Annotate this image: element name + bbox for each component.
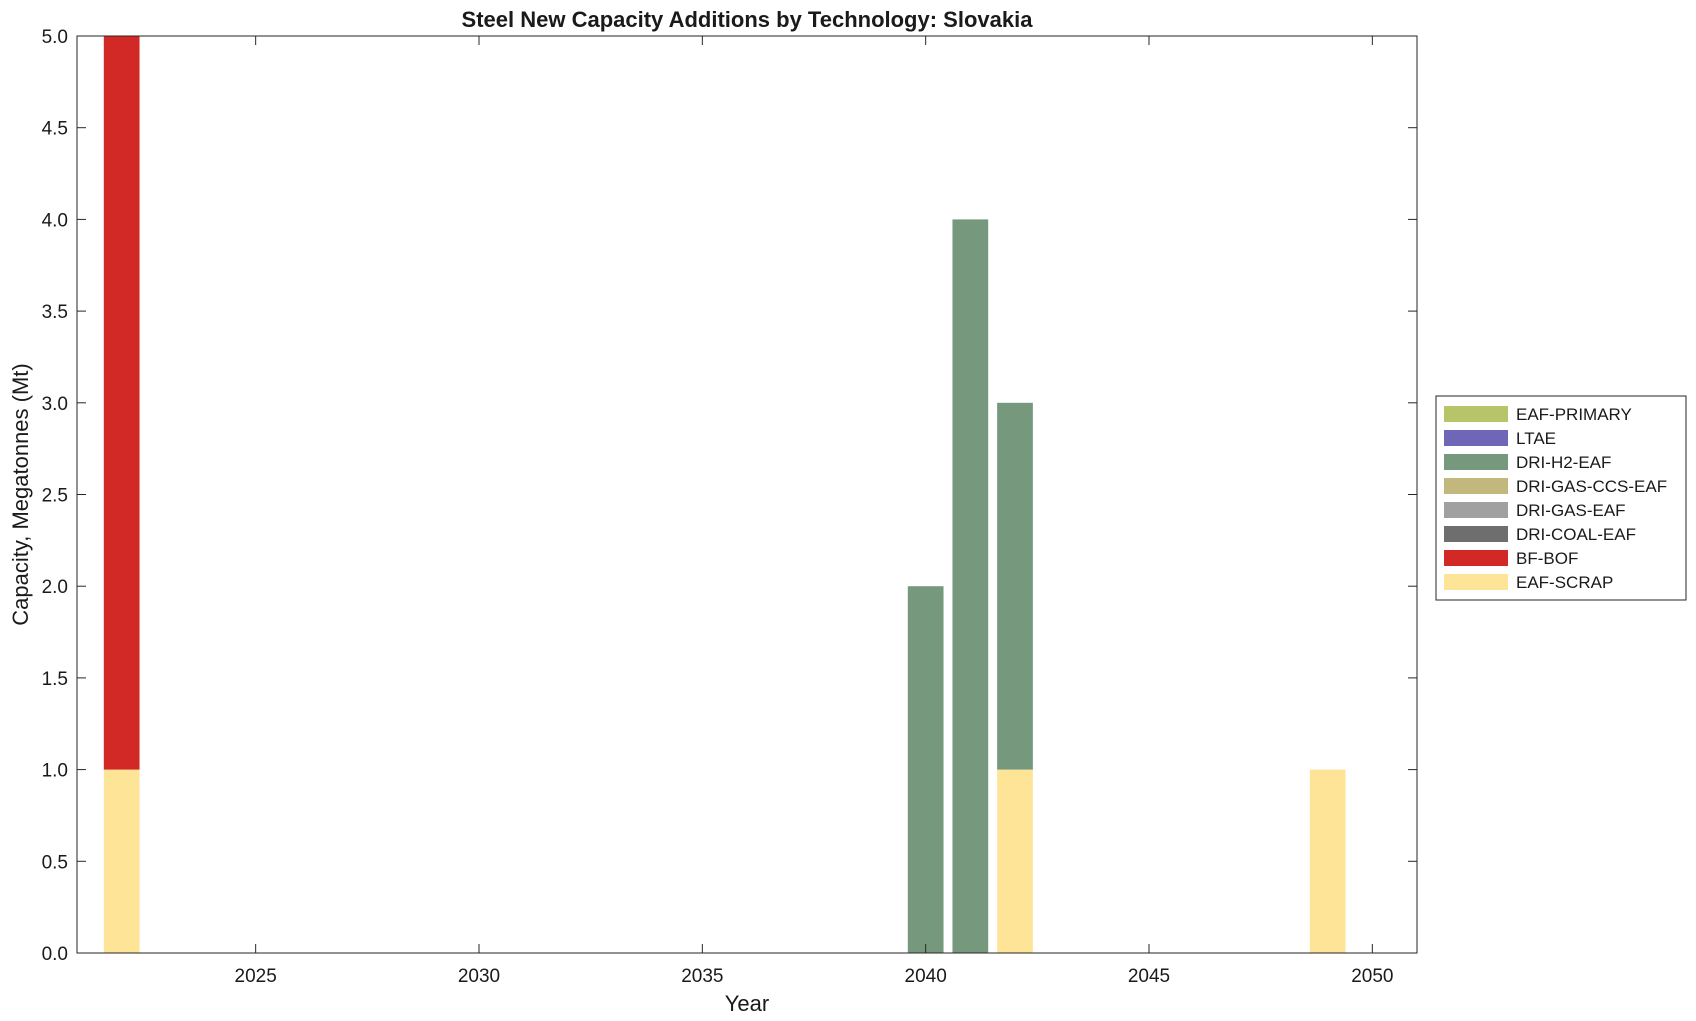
legend-swatch-dri-gas-eaf	[1444, 502, 1508, 518]
y-tick-label: 3.5	[42, 302, 68, 323]
x-tick-label: 2025	[235, 966, 277, 987]
legend-label-eaf-scrap: EAF-SCRAP	[1516, 573, 1613, 592]
y-tick-label: 1.0	[42, 761, 68, 782]
x-tick-label: 2030	[458, 966, 500, 987]
bar-dri-h2-eaf-2042	[997, 402, 1033, 770]
legend-label-dri-gas-eaf: DRI-GAS-EAF	[1516, 501, 1626, 520]
bars-layer	[103, 36, 1346, 953]
y-tick-label: 2.5	[42, 486, 68, 507]
legend: EAF-PRIMARY LTAE DRI-H2-EAF DRI-GAS-CCS-EAF…	[1435, 395, 1687, 601]
x-tick-label: 2050	[1351, 966, 1393, 987]
axis-ticks: 0.0 0.5 1.0 1.5 2.0 2.5 3.0 3.5 4.0 4.5 5.0 2025 203…	[42, 27, 1417, 987]
y-tick-label: 2.0	[42, 577, 68, 598]
bar-dri-h2-eaf-2040	[907, 586, 944, 953]
plot-area-frame	[76, 35, 1418, 954]
y-tick-label: 0.0	[42, 944, 68, 965]
legend-label-dri-gas-ccs-eaf: DRI-GAS-CCS-EAF	[1516, 477, 1667, 496]
x-tick-label: 2040	[905, 966, 947, 987]
bar-bf-bof-2022	[103, 36, 140, 770]
legend-swatch-ltae	[1444, 430, 1508, 446]
y-tick-label: 0.5	[42, 852, 68, 873]
x-axis-label: Year	[725, 991, 769, 1016]
legend-swatch-dri-h2-eaf	[1444, 454, 1508, 470]
y-axis-label: Capacity, Megatonnes (Mt)	[8, 363, 33, 625]
legend-swatch-dri-coal-eaf	[1444, 526, 1508, 542]
bar-eaf-scrap-2042	[997, 769, 1033, 953]
y-tick-label: 3.0	[42, 394, 68, 415]
x-tick-label: 2045	[1128, 966, 1170, 987]
y-tick-label: 4.0	[42, 210, 68, 231]
legend-box	[1435, 395, 1687, 601]
legend-swatch-eaf-primary	[1444, 406, 1508, 422]
y-tick-label: 1.5	[42, 669, 68, 690]
bar-eaf-scrap-2022	[103, 769, 140, 953]
legend-label-dri-coal-eaf: DRI-COAL-EAF	[1516, 525, 1636, 544]
legend-label-ltae: LTAE	[1516, 429, 1556, 448]
bar-eaf-scrap-2049	[1309, 769, 1346, 953]
legend-label-dri-h2-eaf: DRI-H2-EAF	[1516, 453, 1611, 472]
y-tick-label: 5.0	[42, 27, 68, 48]
x-tick-label: 2035	[681, 966, 723, 987]
legend-label-eaf-primary: EAF-PRIMARY	[1516, 405, 1632, 424]
chart-title: Steel New Capacity Additions by Technolo…	[462, 7, 1034, 32]
legend-label-bf-bof: BF-BOF	[1516, 549, 1578, 568]
legend-swatch-bf-bof	[1444, 550, 1508, 566]
y-tick-label: 4.5	[42, 119, 68, 140]
legend-swatch-eaf-scrap	[1444, 574, 1508, 590]
bar-dri-h2-eaf-2041	[952, 219, 989, 953]
legend-swatch-dri-gas-ccs-eaf	[1444, 478, 1508, 494]
